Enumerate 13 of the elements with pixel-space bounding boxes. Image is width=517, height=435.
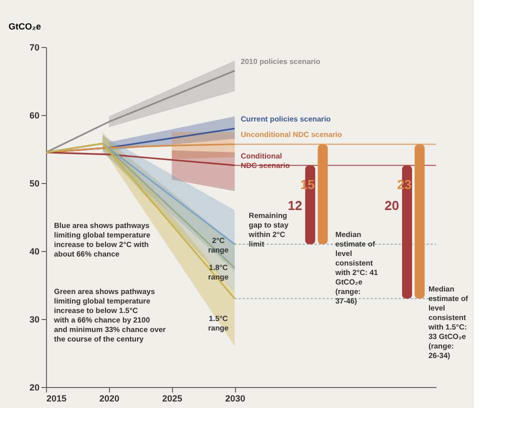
- data-label: 20: [384, 198, 400, 214]
- y-tick-label: 60: [29, 110, 40, 120]
- y-tick-label: 20: [29, 382, 40, 392]
- y-tick-label: 70: [29, 42, 40, 52]
- data-label: 12: [288, 198, 302, 214]
- x-tick-label: 2025: [162, 394, 182, 404]
- y-axis-title: GtCO₂e: [8, 22, 42, 32]
- x-tick-label: 2030: [225, 394, 246, 404]
- y-tick-label: 40: [29, 246, 40, 256]
- x-tick-label: 2015: [46, 394, 67, 404]
- x-tick-label: 2020: [99, 394, 120, 404]
- y-tick-label: 30: [29, 314, 40, 324]
- y-tick-label: 50: [29, 178, 40, 188]
